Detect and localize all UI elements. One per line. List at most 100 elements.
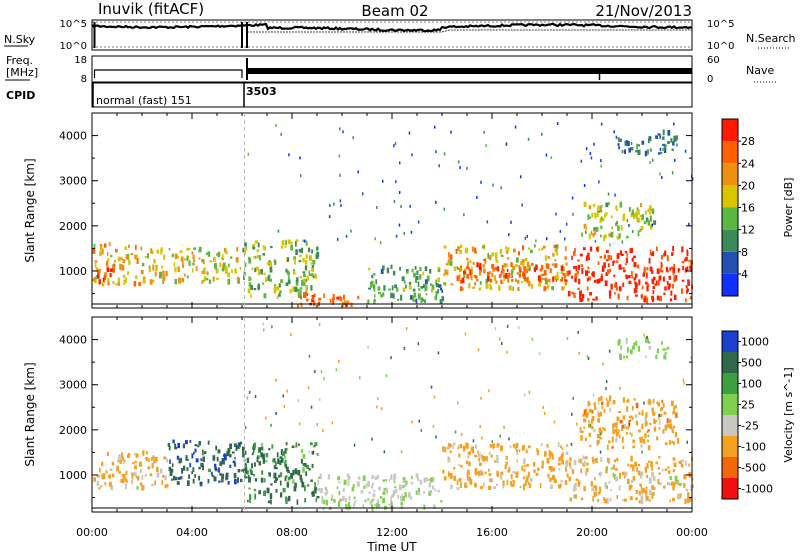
heatmap-cell [547,255,550,259]
scatter-cell [435,435,437,439]
heatmap-cell [475,469,477,476]
heatmap-cell [638,411,641,415]
heatmap-cell [402,496,405,502]
heatmap-cell [615,207,618,211]
heatmap-cell [429,283,433,286]
scatter-cell [630,142,633,145]
colorbar-tick-label: 4 [741,268,748,281]
heatmap-cell [316,251,320,258]
scatter-cell [550,156,553,160]
heatmap-cell [605,272,608,276]
heatmap-cell [130,253,133,256]
heatmap-cell [185,455,188,461]
heatmap-cell [285,442,288,446]
heatmap-cell [296,288,300,292]
heatmap-cell [378,486,381,491]
scatter-cell [531,337,534,341]
heatmap-cell [492,268,496,272]
heatmap-cell [658,472,661,475]
heatmap-cell [414,266,417,270]
heatmap-cell [222,254,224,259]
heatmap-cell [150,457,153,462]
heatmap-cell [664,286,667,291]
heatmap-cell [112,267,115,273]
heatmap-cell [624,471,628,476]
heatmap-cell [652,493,655,496]
heatmap-cell [151,483,154,487]
heatmap-cell [538,276,541,282]
heatmap-cell [658,278,661,281]
heatmap-cell [411,268,414,273]
heatmap-cell [594,229,597,235]
heatmap-cell [646,267,649,271]
heatmap-cell [295,239,299,242]
heatmap-cell [555,244,559,249]
heatmap-cell [176,255,179,259]
heatmap-cell [582,413,585,417]
heatmap-cell [622,215,625,221]
heatmap-cell [390,292,394,299]
heatmap-cell [595,296,598,301]
heatmap-cell [630,485,632,488]
heatmap-cell [548,450,551,456]
heatmap-cell [622,415,626,420]
heatmap-cell [453,475,456,481]
heatmap-cell [261,446,264,451]
heatmap-cell [298,260,302,263]
heatmap-cell [664,424,668,431]
heatmap-cell [571,469,575,474]
heatmap-cell [673,406,676,413]
heatmap-cell [525,267,528,272]
heatmap-cell [318,297,322,301]
heatmap-cell [688,463,690,467]
heatmap-cell [216,253,219,256]
heatmap-cell [587,298,590,302]
scatter-cell [594,239,597,243]
heatmap-cell [623,213,626,218]
heatmap-cell [393,480,396,484]
heatmap-cell [311,273,314,277]
noise-left-tick-top: 10^5 [60,19,87,30]
heatmap-cell [227,272,230,278]
heatmap-cell [317,479,320,485]
heatmap-cell [658,419,661,425]
heatmap-cell [491,263,495,269]
scatter-cell [527,137,530,141]
heatmap-cell [308,247,311,253]
heatmap-cell [470,268,473,275]
heatmap-cell [460,482,462,488]
heatmap-cell [115,248,118,253]
heatmap-cell [471,246,475,252]
heatmap-cell [311,296,315,300]
heatmap-cell [215,268,219,274]
heatmap-cell [634,273,638,278]
heatmap-cell [419,479,423,485]
heatmap-cell [211,475,215,478]
heatmap-cell [544,279,548,285]
heatmap-cell [613,260,615,263]
heatmap-cell [465,442,468,449]
heatmap-cell [621,150,624,154]
heatmap-cell [280,245,284,249]
heatmap-cell [162,270,165,277]
heatmap-cell [674,294,677,301]
heatmap-cell [156,467,159,473]
heatmap-cell [544,451,547,457]
heatmap-cell [140,484,143,491]
heatmap-cell [401,276,405,282]
heatmap-cell [432,485,435,490]
heatmap-cell [262,282,264,285]
panel-bg-1 [92,317,692,512]
heatmap-cell [636,264,640,269]
heatmap-cell [249,468,252,473]
scatter-cell [499,434,501,438]
heatmap-cell [651,466,654,471]
heatmap-cell [590,230,593,235]
heatmap-cell [606,400,610,405]
heatmap-cell [583,201,587,207]
heatmap-cell [208,468,211,472]
scatter-cell [298,422,301,426]
heatmap-cell [687,288,689,292]
heatmap-cell [512,481,515,487]
scatter-cell [398,191,401,194]
